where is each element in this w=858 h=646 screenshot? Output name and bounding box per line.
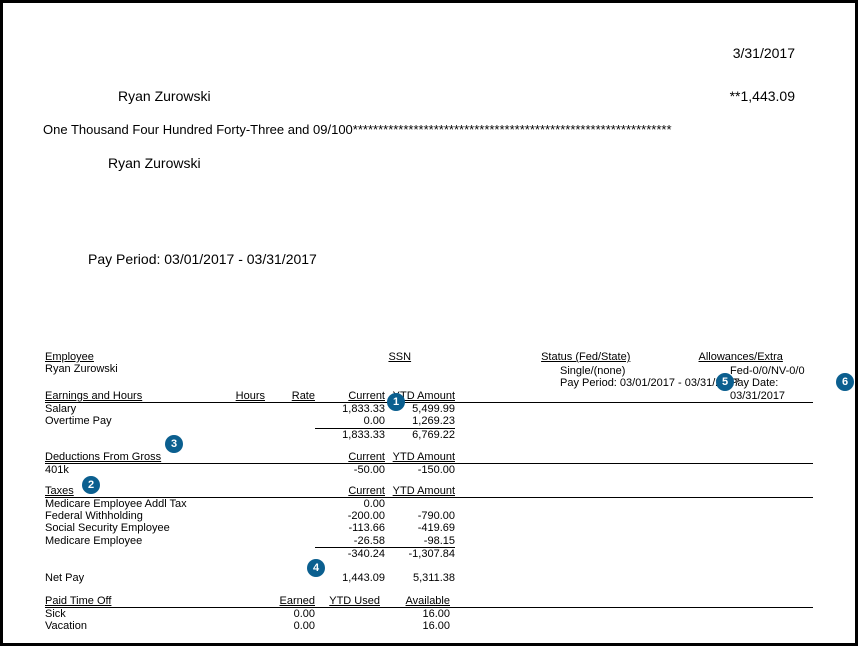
deductions-table: Deductions From Gross Current YTD Amount… (45, 451, 813, 477)
row-label: Medicare Employee (45, 535, 300, 547)
annotation-badge-1: 1 (387, 393, 405, 411)
annotation-badge-4: 4 (307, 559, 325, 577)
row-ytd: -150.00 (385, 464, 455, 476)
pay-period-label: Pay Period: 03/01/2017 - 03/31/2017 (88, 251, 815, 267)
row-label: Vacation (45, 620, 265, 632)
row-label: Medicare Employee Addl Tax (45, 498, 300, 510)
row-label: Overtime Pay (45, 415, 215, 427)
row-used (315, 620, 380, 632)
payee-name: Ryan Zurowski (118, 88, 211, 104)
row-current: -200.00 (315, 510, 385, 522)
annotation-badge-6: 6 (836, 373, 854, 391)
row-current: 0.00 (315, 415, 385, 427)
table-row: Salary 1,833.33 5,499.99 (45, 403, 813, 415)
table-row: 401k -50.00 -150.00 (45, 464, 813, 476)
check-amount: **1,443.09 (730, 88, 795, 104)
row-ytd: 1,269.23 (385, 415, 455, 427)
row-label: Social Security Employee (45, 522, 300, 534)
tot-ytd: 6,769.22 (385, 428, 455, 441)
payee-name-2: Ryan Zurowski (108, 155, 815, 171)
table-row: Federal Withholding -200.00 -790.00 (45, 510, 813, 522)
row-earned: 0.00 (265, 608, 315, 620)
pay-date: Pay Date: 03/31/2017 (730, 377, 813, 402)
table-row: Sick 0.00 16.00 (45, 608, 813, 620)
pto-title: Paid Time Off (45, 595, 265, 607)
row-current: 0.00 (315, 498, 385, 510)
row-earned: 0.00 (265, 620, 315, 632)
row-ytd: -419.69 (385, 522, 455, 534)
table-row: Overtime Pay 0.00 1,269.23 (45, 415, 813, 427)
row-rate (265, 415, 315, 427)
paystub-page: 3/31/2017 Ryan Zurowski **1,443.09 One T… (0, 0, 858, 646)
employee-header: Employee (45, 351, 388, 363)
status-header: Status (Fed/State) (541, 351, 698, 363)
tot-current: -340.24 (315, 547, 385, 560)
tot-current: 1,833.33 (315, 428, 385, 441)
netpay-ytd: 5,311.38 (385, 572, 455, 584)
row-current: -113.66 (315, 522, 385, 534)
earnings-title: Earnings and Hours (45, 390, 215, 402)
col-earned: Earned (265, 595, 315, 607)
row-current: 1,833.33 (315, 403, 385, 415)
row-label: Salary (45, 403, 215, 415)
row-current: -26.58 (315, 535, 385, 547)
annotation-badge-2: 2 (82, 476, 100, 494)
annotation-badge-3: 3 (165, 435, 183, 453)
col-used: YTD Used (315, 595, 380, 607)
annotation-badge-5: 5 (716, 373, 734, 391)
col-ytd: YTD Amount (385, 485, 455, 497)
row-ytd (385, 498, 455, 510)
row-ytd: -98.15 (385, 535, 455, 547)
stub-detail: Employee Ryan Zurowski SSN Status (Fed/S… (45, 351, 813, 633)
col-current: Current (315, 451, 385, 463)
row-ytd: -790.00 (385, 510, 455, 522)
netpay-row: Net Pay 1,443.09 5,311.38 (45, 572, 813, 584)
allow-block: Fed-0/0/NV-0/0 Pay Date: 03/31/2017 (730, 365, 813, 402)
row-hours (215, 415, 265, 427)
row-used (315, 608, 380, 620)
row-rate (265, 403, 315, 415)
col-current: Current (315, 485, 385, 497)
pay-period-2: Pay Period: 03/01/2017 - 03/31/2017 (560, 377, 740, 389)
allow-header: Allowances/Extra (699, 351, 813, 363)
employee-value: Ryan Zurowski (45, 363, 388, 375)
netpay-label: Net Pay (45, 572, 300, 584)
amount-in-words: One Thousand Four Hundred Forty-Three an… (43, 122, 815, 137)
row-hours (215, 403, 265, 415)
row-label: 401k (45, 464, 300, 476)
table-row: Medicare Employee -26.58 -98.15 (45, 535, 813, 547)
earnings-total: 1,833.33 6,769.22 (45, 428, 813, 441)
ssn-header: SSN (388, 351, 541, 363)
payee-amount-row: Ryan Zurowski **1,443.09 (43, 88, 815, 104)
earnings-table: Earnings and Hours Hours Rate Current YT… (45, 390, 813, 441)
tot-ytd: -1,307.84 (385, 547, 455, 560)
table-row: Vacation 0.00 16.00 (45, 620, 813, 632)
row-label: Federal Withholding (45, 510, 300, 522)
col-ytd: YTD Amount (385, 451, 455, 463)
row-current: -50.00 (315, 464, 385, 476)
table-row: Social Security Employee -113.66 -419.69 (45, 522, 813, 534)
col-hours: Hours (215, 390, 265, 402)
taxes-table: Taxes Current YTD Amount Medicare Employ… (45, 485, 813, 561)
table-row: Medicare Employee Addl Tax 0.00 (45, 498, 813, 510)
col-rate: Rate (265, 390, 315, 402)
col-avail: Available (380, 595, 450, 607)
row-avail: 16.00 (380, 608, 450, 620)
check-date: 3/31/2017 (733, 45, 795, 61)
allow-value: Fed-0/0/NV-0/0 (730, 365, 813, 377)
netpay-current: 1,443.09 (315, 572, 385, 584)
row-avail: 16.00 (380, 620, 450, 632)
col-current: Current (315, 390, 385, 402)
taxes-total: -340.24 -1,307.84 (45, 547, 813, 560)
row-label: Sick (45, 608, 265, 620)
status-block: Single/(none) Pay Period: 03/01/2017 - 0… (560, 365, 740, 390)
pto-table: Paid Time Off Earned YTD Used Available … (45, 595, 813, 633)
status-value: Single/(none) (560, 365, 740, 377)
